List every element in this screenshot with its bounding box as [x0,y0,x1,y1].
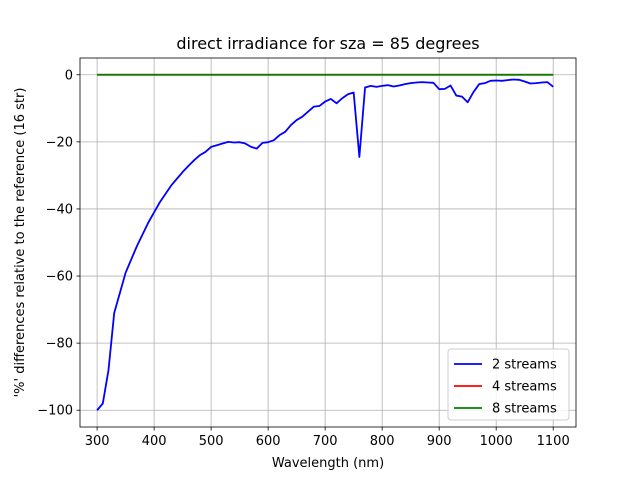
y-tick-label: −20 [46,135,73,150]
y-axis-ticks: 0 −20 −40 −60 −80 −100 [37,68,80,419]
y-tick-label: −100 [37,404,73,419]
x-tick-label: 400 [142,434,167,449]
y-tick-label: −80 [46,337,73,352]
x-tick-label: 500 [199,434,224,449]
x-axis-ticks: 300 400 500 600 700 800 900 1000 1100 [85,427,570,449]
legend: 2 streams 4 streams 8 streams [447,348,570,421]
x-tick-label: 700 [313,434,338,449]
legend-label-2-streams: 2 streams [492,358,557,373]
x-tick-label: 900 [427,434,452,449]
axes-frame [79,57,577,428]
legend-frame [447,348,570,421]
series-line-2-streams [96,78,554,411]
y-tick-label: −40 [46,202,73,217]
x-tick-label: 600 [256,434,281,449]
y-axis-label: '%' differences relative to the referenc… [13,88,28,398]
x-tick-label: 1000 [480,434,513,449]
legend-label-8-streams: 8 streams [492,402,557,417]
x-tick-label: 300 [85,434,110,449]
x-axis-label: Wavelength (nm) [272,456,384,471]
x-tick-label: 800 [370,434,395,449]
x-tick-label: 1100 [537,434,570,449]
legend-label-4-streams: 4 streams [492,380,557,395]
y-tick-label: −60 [46,270,73,285]
y-tick-label: 0 [65,68,73,83]
chart-title: direct irradiance for sza = 85 degrees [176,34,479,53]
plot-series [96,73,554,411]
